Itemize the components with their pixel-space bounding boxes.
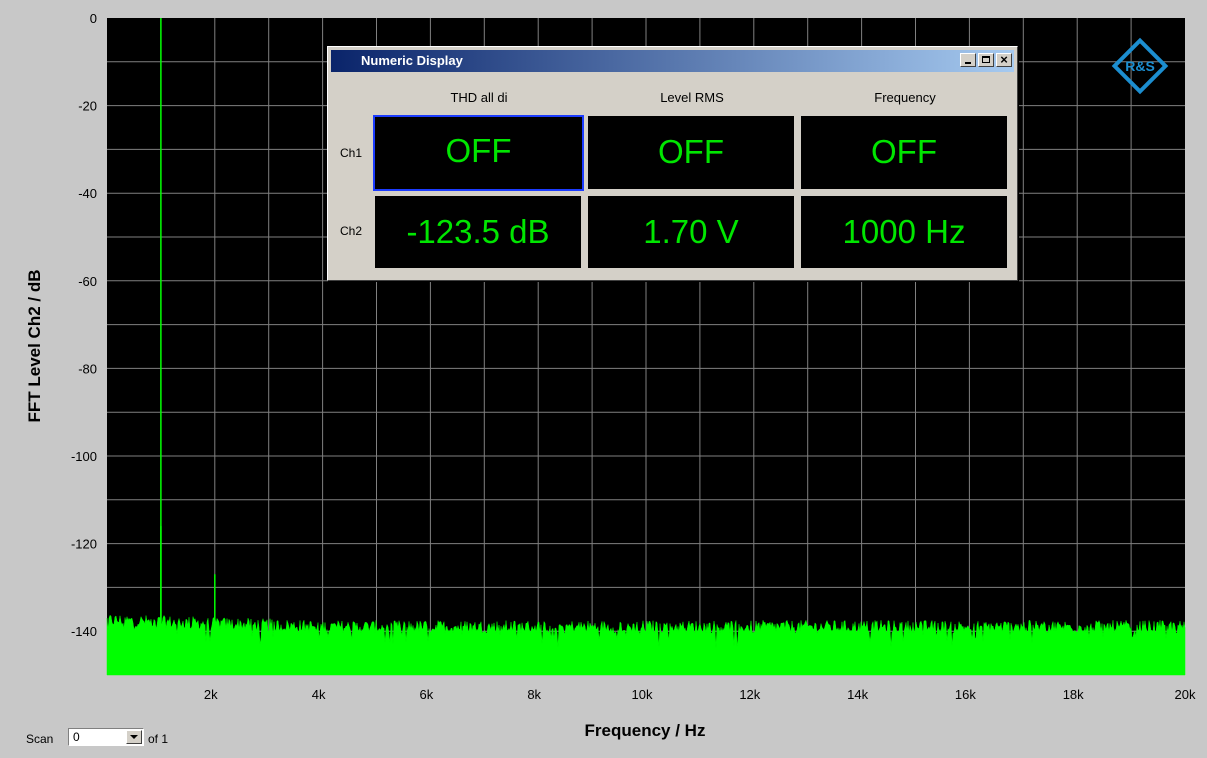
x-tick-label: 12k: [739, 687, 760, 702]
scan-value: 0: [73, 730, 80, 744]
value-cell-ch1-frequency[interactable]: OFF: [801, 116, 1007, 189]
maximize-button[interactable]: [978, 53, 994, 67]
row-label-ch1: Ch1: [340, 146, 363, 160]
x-tick-label: 8k: [527, 687, 541, 702]
numeric-display-title: Numeric Display: [361, 53, 463, 68]
fft-trace: [106, 18, 1186, 676]
x-tick-label: 18k: [1063, 687, 1084, 702]
maximize-icon: [982, 56, 990, 63]
scan-select[interactable]: 0: [68, 728, 144, 746]
chevron-down-icon[interactable]: [126, 730, 142, 744]
x-tick-label: 6k: [420, 687, 434, 702]
x-axis-ticks: 2k 4k 6k 8k 10k 12k 14k 16k 18k 20k: [204, 687, 1196, 702]
value-cell-ch2-thd[interactable]: -123.5 dB: [375, 196, 581, 268]
y-tick-label: -140: [71, 624, 97, 639]
y-axis-ticks: 0 -20 -40 -60 -80 -100 -120 -140: [71, 11, 97, 639]
x-tick-label: 14k: [847, 687, 868, 702]
minimize-icon: [965, 62, 971, 64]
y-tick-label: -20: [78, 99, 97, 114]
close-icon: ×: [1000, 52, 1008, 67]
x-tick-label: 2k: [204, 687, 218, 702]
value-cell-ch1-level-rms[interactable]: OFF: [588, 116, 794, 189]
noise-floor-area: [106, 614, 1186, 676]
column-header-thd: THD all di: [450, 90, 508, 105]
close-button[interactable]: ×: [996, 52, 1012, 67]
column-header-frequency: Frequency: [874, 90, 936, 105]
x-tick-label: 10k: [632, 687, 653, 702]
rs-logo: R&S: [1111, 37, 1169, 95]
y-axis-title: FFT Level Ch2 / dB: [25, 269, 44, 422]
minimize-button[interactable]: [960, 53, 976, 67]
numeric-display-titlebar[interactable]: Numeric Display ×: [331, 50, 1014, 72]
value-cell-ch2-level-rms[interactable]: 1.70 V: [588, 196, 794, 268]
y-tick-label: -60: [78, 274, 97, 289]
x-axis-title: Frequency / Hz: [585, 721, 706, 740]
y-tick-label: -80: [78, 361, 97, 376]
x-tick-label: 16k: [955, 687, 976, 702]
y-tick-label: -40: [78, 186, 97, 201]
row-label-ch2: Ch2: [340, 224, 363, 238]
scan-label: Scan: [26, 732, 54, 746]
scan-of-label: of 1: [148, 732, 169, 746]
numeric-display-window[interactable]: Numeric Display × THD all di Level RMS F…: [327, 46, 1018, 281]
y-tick-label: -120: [71, 537, 97, 552]
y-tick-label: 0: [90, 11, 97, 26]
column-header-level-rms: Level RMS: [660, 90, 724, 105]
value-cell-ch2-frequency[interactable]: 1000 Hz: [801, 196, 1007, 268]
value-cell-ch1-thd[interactable]: OFF: [373, 115, 584, 191]
x-tick-label: 4k: [312, 687, 326, 702]
y-tick-label: -100: [71, 449, 97, 464]
x-tick-label: 20k: [1175, 687, 1196, 702]
rs-logo-text: R&S: [1125, 58, 1155, 74]
